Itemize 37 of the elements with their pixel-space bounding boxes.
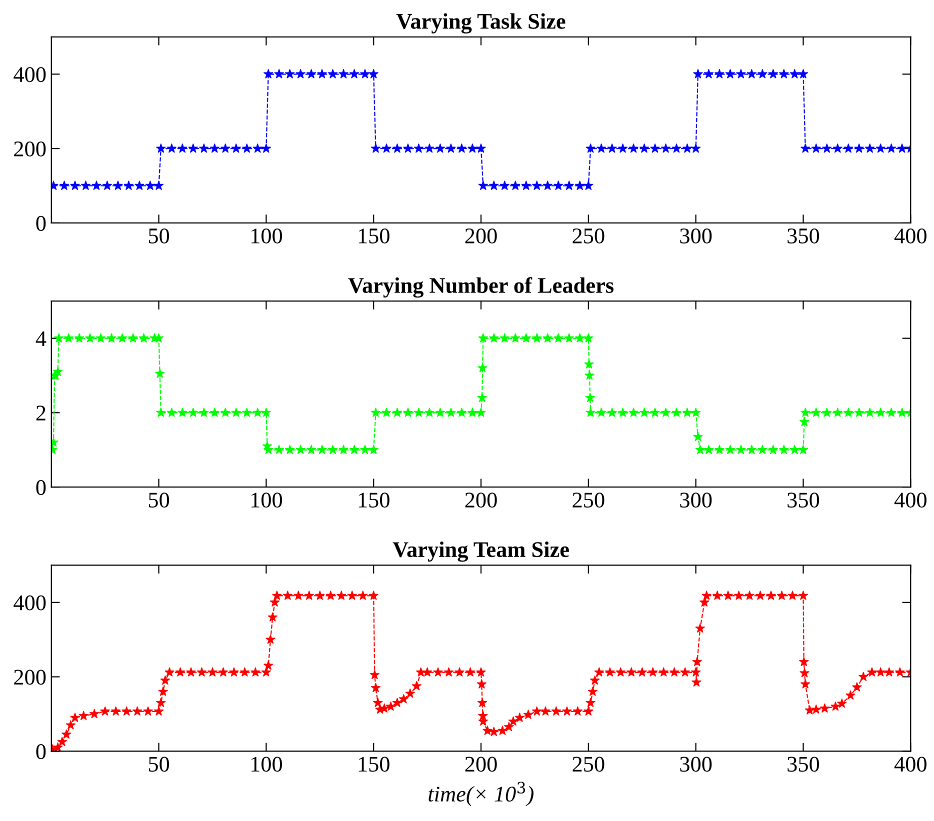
- y-tick-label: 200: [14, 670, 46, 685]
- x-tick-label: 200: [465, 228, 497, 244]
- y-tick-label: 400: [14, 595, 46, 610]
- x-tick-label: 50: [148, 756, 170, 772]
- x-tick-label: 200: [465, 492, 497, 508]
- chart-title: Varying Team Size: [392, 541, 569, 562]
- x-tick-label: 300: [680, 492, 712, 508]
- x-tick-label: 350: [788, 492, 820, 508]
- x-tick-label: 250: [572, 756, 604, 772]
- x-tick-label: 350: [788, 756, 820, 772]
- chart-title: Varying Number of Leaders: [348, 277, 614, 298]
- x-tick-label: 100: [251, 756, 282, 772]
- x-tick-label: 100: [251, 492, 282, 508]
- y-tick-label: 200: [14, 141, 46, 156]
- y-tick-label: 0: [36, 480, 46, 496]
- x-tick-label: 100: [251, 228, 282, 244]
- chart-title: Varying Task Size: [396, 13, 566, 34]
- x-tick-label: 400: [894, 492, 926, 508]
- y-tick-label: 0: [36, 744, 46, 760]
- x-tick-label: 150: [358, 756, 390, 772]
- y-tick-label: 0: [36, 216, 46, 231]
- x-tick-label: 150: [358, 228, 390, 244]
- x-tick-label: 350: [788, 228, 820, 244]
- x-tick-label: 300: [680, 756, 712, 772]
- x-tick-label: 250: [572, 492, 604, 508]
- x-tick-label: 250: [572, 228, 604, 244]
- y-tick-label: 2: [36, 406, 46, 420]
- x-tick-label: 150: [358, 492, 390, 508]
- x-tick-label: 300: [680, 228, 712, 244]
- x-tick-label: 400: [894, 228, 926, 244]
- x-tick-label: 50: [148, 228, 170, 244]
- y-tick-label: 400: [14, 67, 46, 82]
- x-tick-label: 50: [148, 492, 170, 508]
- y-tick-label: 4: [36, 331, 46, 346]
- x-tick-label: 200: [465, 756, 497, 772]
- x-tick-label: 400: [894, 756, 926, 772]
- x-axis-title: time(× 10$^{3}$): [428, 782, 534, 806]
